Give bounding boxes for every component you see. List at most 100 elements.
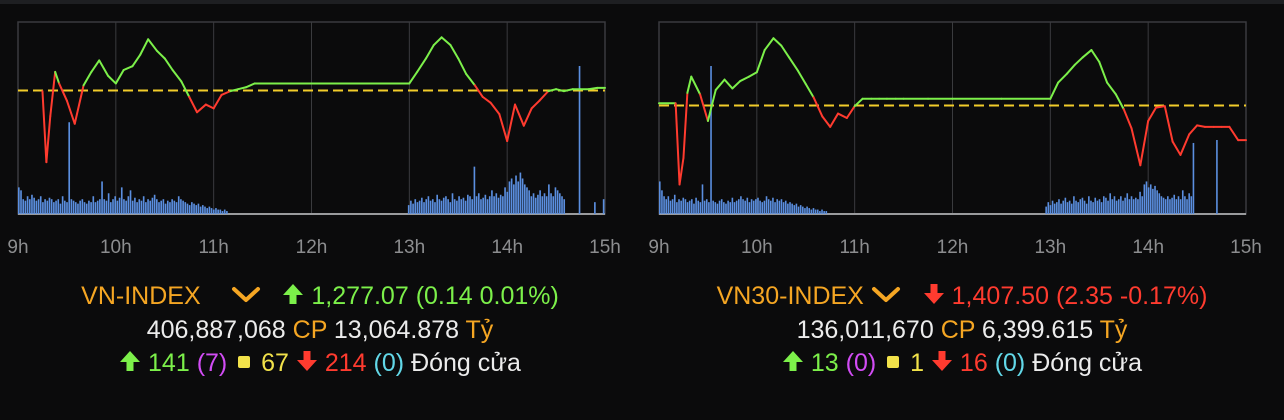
- volume-bar: [204, 206, 206, 214]
- index-header: VN30-INDEX 1,407.50 (2.35 -0.17%): [642, 282, 1282, 312]
- volume-bar: [746, 197, 749, 214]
- volume-bar: [83, 202, 86, 214]
- price-line-segment: [1122, 108, 1133, 130]
- volume-bar: [467, 194, 469, 214]
- volume-bar: [1081, 197, 1084, 214]
- price-line-segment: [237, 86, 247, 91]
- market-status: Đóng cửa: [1032, 349, 1143, 377]
- volume-bar: [669, 200, 672, 214]
- price-line-segment: [739, 75, 751, 83]
- volume-bar: [488, 196, 491, 214]
- volume-unit: CP: [940, 316, 975, 344]
- volume-bar: [1068, 200, 1071, 214]
- price-line-segment: [49, 70, 57, 118]
- volume-bar: [795, 203, 798, 214]
- chevron-down-icon[interactable]: [231, 283, 261, 312]
- x-tick-label: 9h: [648, 237, 669, 258]
- unchanged-count: 67: [261, 349, 289, 377]
- trading-summary: 406,887,068 CP 13,064.878 Tỷ: [0, 316, 640, 345]
- volume-bar: [155, 199, 158, 214]
- x-tick-label: 13h: [1034, 237, 1066, 258]
- volume-bar: [33, 197, 35, 214]
- volume-bar: [180, 199, 182, 214]
- volume-bar: [759, 200, 761, 214]
- volume-bar: [484, 194, 487, 214]
- decliners-count: 16: [959, 349, 988, 377]
- volume-bar: [1102, 196, 1105, 214]
- volume-bar: [1062, 200, 1065, 214]
- index-header: VN-INDEX 1,277.07 (0.14 0.01%): [0, 282, 640, 312]
- volume-bar: [515, 175, 517, 214]
- price-line-segment: [54, 70, 61, 85]
- arrow-down-icon: [931, 350, 953, 379]
- volume-bar: [1192, 142, 1195, 214]
- volume-bar: [1098, 199, 1101, 214]
- index-price: 1,277.07: [311, 282, 409, 310]
- price-line-segment: [244, 82, 256, 89]
- volume-bar: [816, 209, 819, 214]
- volume-bar: [116, 200, 119, 214]
- volume-bar: [131, 200, 134, 214]
- volume-bar: [429, 200, 432, 214]
- volume-bar: [28, 199, 31, 214]
- price-line-segment: [845, 105, 856, 119]
- x-tick-label: 15h: [1230, 237, 1262, 258]
- price-line-segment: [812, 96, 824, 118]
- volume-bar: [169, 202, 171, 214]
- volume-bar: [421, 197, 423, 214]
- volume-bar: [162, 199, 165, 214]
- volume-bar: [416, 202, 419, 214]
- price-line-segment: [1098, 60, 1109, 84]
- volume-bar: [436, 194, 438, 214]
- volume-bar: [497, 197, 500, 214]
- volume-bar: [206, 208, 209, 214]
- volume-bar: [532, 193, 535, 214]
- volume-bar: [757, 197, 759, 214]
- volume-bar: [686, 202, 689, 214]
- price-line-segment: [481, 95, 492, 104]
- volume-bar: [74, 202, 77, 214]
- price-line-segment: [1163, 105, 1174, 143]
- volume-bar: [462, 197, 465, 214]
- price-line-segment: [465, 72, 476, 87]
- volume-bar: [125, 200, 127, 214]
- price-line-segment: [555, 88, 565, 93]
- index-name: VN-INDEX: [81, 282, 201, 310]
- floor-count: (0): [994, 349, 1026, 377]
- volume-bar: [217, 209, 219, 214]
- price-line-segment: [522, 107, 533, 127]
- volume-bar: [659, 181, 661, 214]
- volume-bar: [482, 197, 484, 214]
- price-line-segment: [780, 44, 791, 59]
- price-line-segment: [1130, 127, 1142, 167]
- decliners-count: 214: [324, 349, 367, 377]
- volume-bar: [81, 199, 84, 214]
- volume-bar: [103, 199, 106, 214]
- trading-volume: 406,887,068: [146, 316, 286, 344]
- volume-bar: [1149, 184, 1152, 214]
- volume-bar: [197, 203, 200, 214]
- chevron-down-icon[interactable]: [871, 283, 901, 312]
- volume-bar: [665, 199, 668, 214]
- vn30-index-panel: 9h 10h 11h 12h 13h 14h 15h VN30-INDEX 1,407.50…: [642, 0, 1282, 420]
- volume-bar: [682, 197, 685, 214]
- unchanged-square-icon: [238, 356, 251, 369]
- volume-bar: [96, 200, 99, 214]
- arrow-down-icon: [296, 350, 318, 379]
- volume-bar: [804, 208, 806, 214]
- price-line-segment: [1196, 124, 1206, 128]
- volume-bar: [1145, 181, 1148, 214]
- volume-bar: [740, 196, 742, 214]
- volume-bar: [1181, 190, 1184, 214]
- x-tick-label: 9h: [7, 237, 28, 258]
- volume-bar: [1177, 196, 1180, 214]
- volume-bar: [671, 199, 674, 214]
- volume-bar: [24, 200, 27, 214]
- volume-bar: [1147, 187, 1150, 214]
- volume-bar: [1047, 202, 1050, 214]
- volume-bar: [166, 200, 169, 214]
- volume-bar: [153, 194, 156, 214]
- price-line-segment: [714, 78, 726, 91]
- volume-bar: [1092, 202, 1094, 214]
- volume-bar: [201, 205, 204, 214]
